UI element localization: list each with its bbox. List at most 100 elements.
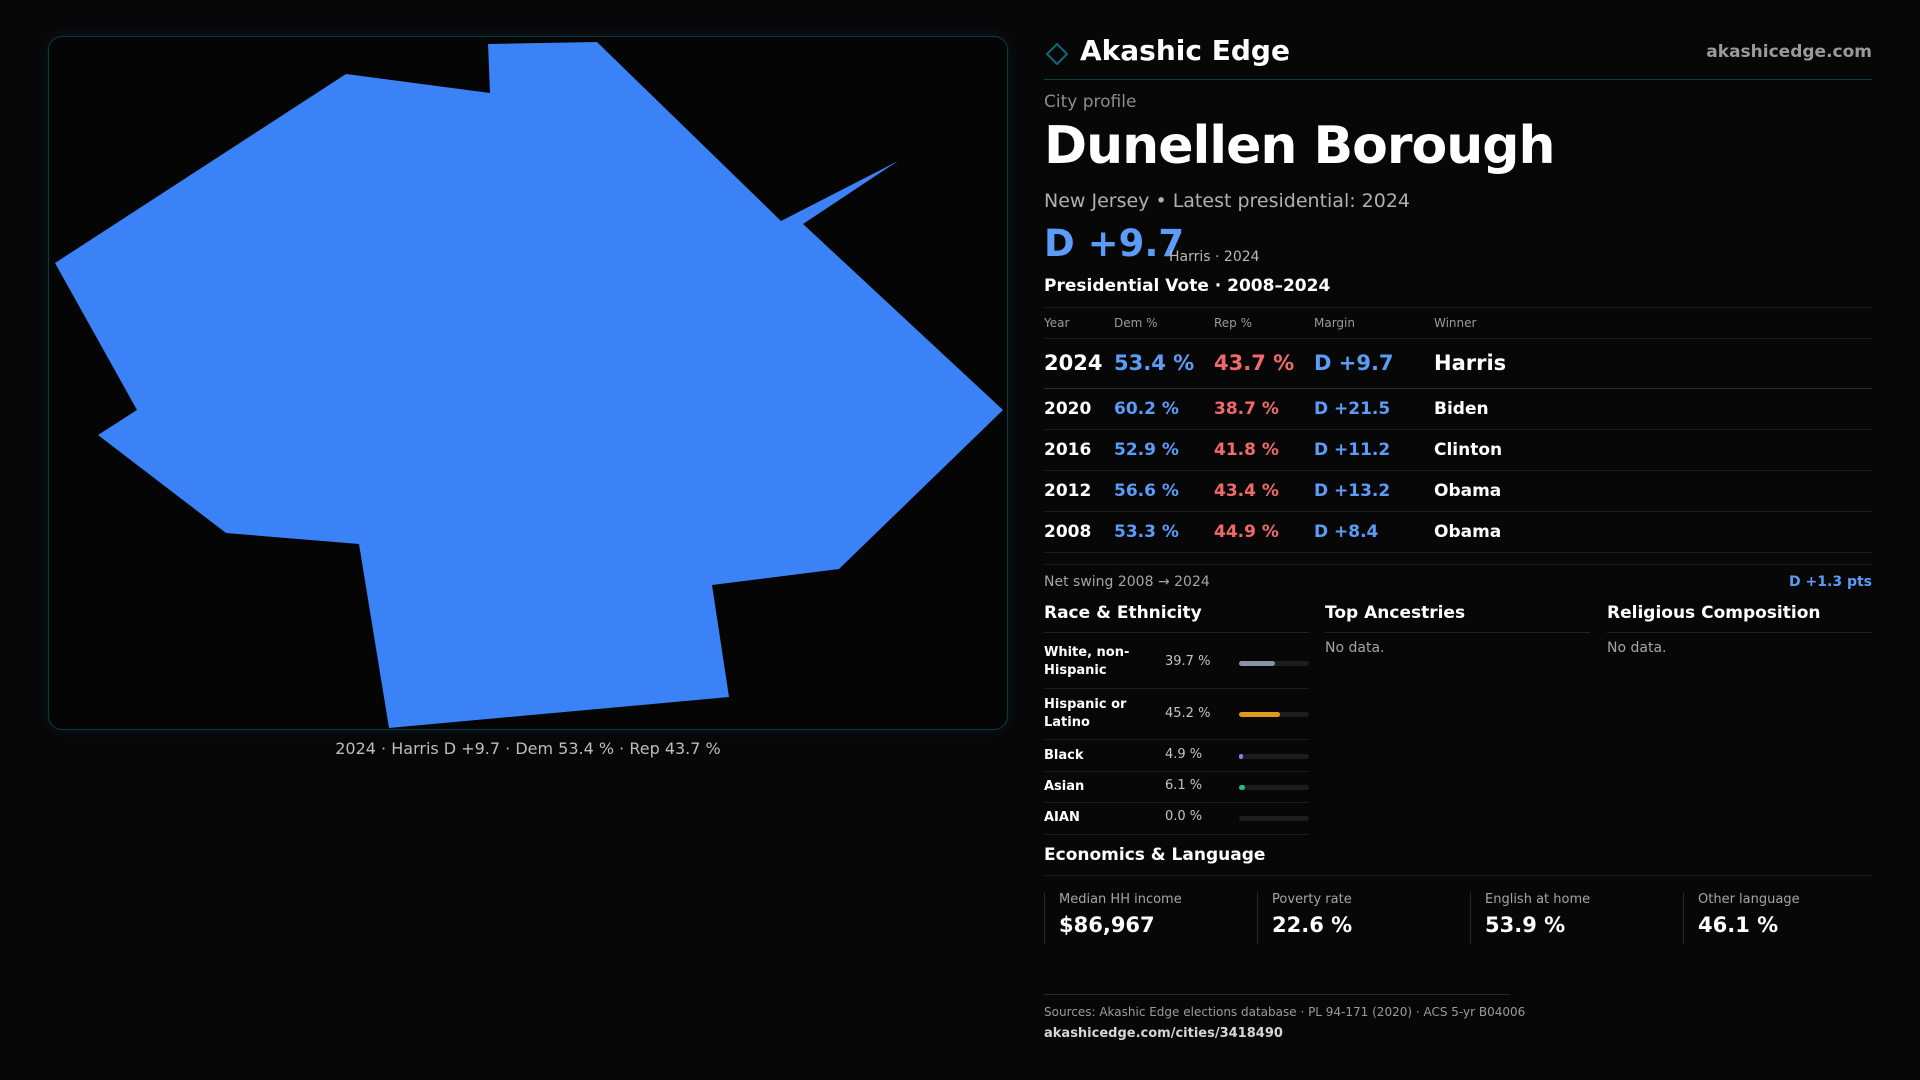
row-rep-pct: 43.4 % xyxy=(1214,481,1279,501)
column-header-margin: Margin xyxy=(1314,316,1355,330)
race-bar-fill xyxy=(1239,712,1281,717)
race-pct: 6.1 % xyxy=(1165,778,1203,793)
row-dem-pct: 56.6 % xyxy=(1114,481,1179,501)
stat-value: $86,967 xyxy=(1059,913,1155,937)
column-header-dem: Dem % xyxy=(1114,316,1158,330)
city-boundary-shape[interactable] xyxy=(55,42,1003,728)
race-row: Asian 6.1 % xyxy=(1044,772,1309,803)
table-row: 2024 53.4 % 43.7 % D +9.7 Harris xyxy=(1044,339,1872,389)
row-margin: D +21.5 xyxy=(1314,399,1391,419)
stat-label: English at home xyxy=(1485,892,1591,907)
row-winner: Biden xyxy=(1434,399,1489,419)
row-dem-pct: 60.2 % xyxy=(1114,399,1179,419)
race-bar-fill xyxy=(1239,754,1244,759)
stat-value: 22.6 % xyxy=(1272,913,1353,937)
stat-value: 46.1 % xyxy=(1698,913,1779,937)
diamond-outline-icon xyxy=(1046,43,1068,65)
stat-english-at-home: English at home 53.9 % xyxy=(1470,892,1668,944)
column-header-winner: Winner xyxy=(1434,316,1477,330)
race-row: White, non-Hispanic 39.7 % xyxy=(1044,637,1309,689)
row-year: 2008 xyxy=(1044,522,1092,542)
row-margin: D +13.2 xyxy=(1314,481,1391,501)
stat-label: Poverty rate xyxy=(1272,892,1352,907)
page-url-link[interactable]: akashicedge.com/cities/3418490 xyxy=(1044,1026,1283,1041)
table-row: 2012 56.6 % 43.4 % D +13.2 Obama xyxy=(1044,471,1872,512)
religion-section-title: Religious Composition xyxy=(1607,603,1821,623)
race-label: AIAN xyxy=(1044,810,1080,825)
race-bar-track xyxy=(1239,785,1309,790)
column-header-rep: Rep % xyxy=(1214,316,1253,330)
race-label: Black xyxy=(1044,748,1084,763)
race-bar-fill xyxy=(1239,785,1245,790)
race-bar-fill xyxy=(1239,661,1276,666)
net-swing-label: Net swing 2008 → 2024 xyxy=(1044,574,1210,590)
row-winner: Obama xyxy=(1434,522,1502,542)
brand-name[interactable]: Akashic Edge xyxy=(1080,34,1290,67)
row-winner: Clinton xyxy=(1434,440,1503,460)
presidential-section-title: Presidential Vote · 2008–2024 xyxy=(1044,276,1331,296)
race-label: Asian xyxy=(1044,779,1085,794)
race-label: White, non-Hispanic xyxy=(1044,645,1130,678)
table-row: 2008 53.3 % 44.9 % D +8.4 Obama xyxy=(1044,512,1872,553)
row-dem-pct: 52.9 % xyxy=(1114,440,1179,460)
stat-value: 53.9 % xyxy=(1485,913,1566,937)
ancestries-section-title: Top Ancestries xyxy=(1325,603,1466,623)
presidential-vote-table: Year Dem % Rep % Margin Winner 2024 53.4… xyxy=(1044,307,1872,553)
religion-empty-text: No data. xyxy=(1607,640,1667,656)
row-rep-pct: 44.9 % xyxy=(1214,522,1279,542)
row-margin: D +8.4 xyxy=(1314,522,1379,542)
brand-header: Akashic Edge akashicedge.com xyxy=(1044,34,1872,80)
page-subtitle: New Jersey • Latest presidential: 2024 xyxy=(1044,190,1411,212)
stat-other-language: Other language 46.1 % xyxy=(1683,892,1872,944)
race-pct: 39.7 % xyxy=(1165,654,1211,669)
row-year: 2024 xyxy=(1044,351,1103,375)
net-swing-value: D +1.3 pts xyxy=(1789,574,1872,590)
race-row: Black 4.9 % xyxy=(1044,740,1309,772)
row-year: 2016 xyxy=(1044,440,1092,460)
row-rep-pct: 43.7 % xyxy=(1214,351,1295,375)
boundary-svg xyxy=(55,42,1003,728)
race-row: Hispanic or Latino 45.2 % xyxy=(1044,689,1309,740)
row-winner: Harris xyxy=(1434,351,1507,375)
map-caption: 2024 · Harris D +9.7 · Dem 53.4 % · Rep … xyxy=(335,739,721,758)
table-row: 2020 60.2 % 38.7 % D +21.5 Biden xyxy=(1044,389,1872,430)
religion-divider xyxy=(1607,632,1872,633)
stat-poverty-rate: Poverty rate 22.6 % xyxy=(1257,892,1455,944)
row-rep-pct: 41.8 % xyxy=(1214,440,1279,460)
page-title: Dunellen Borough xyxy=(1044,116,1555,176)
race-bar-track xyxy=(1239,816,1309,821)
stat-median-income: Median HH income $86,967 xyxy=(1044,892,1242,944)
ancestries-divider xyxy=(1325,632,1590,633)
race-pct: 0.0 % xyxy=(1165,809,1203,824)
row-year: 2012 xyxy=(1044,481,1092,501)
ancestries-empty-text: No data. xyxy=(1325,640,1385,656)
race-row: AIAN 0.0 % xyxy=(1044,803,1309,835)
race-bar-track xyxy=(1239,754,1309,759)
page-kicker: City profile xyxy=(1044,92,1137,112)
row-winner: Obama xyxy=(1434,481,1502,501)
economics-section-title: Economics & Language xyxy=(1044,845,1266,865)
row-year: 2020 xyxy=(1044,399,1092,419)
brand-url-link[interactable]: akashicedge.com xyxy=(1706,42,1872,62)
race-label: Hispanic or Latino xyxy=(1044,697,1127,730)
headline-note: Harris · 2024 xyxy=(1169,249,1260,265)
table-row: 2016 52.9 % 41.8 % D +11.2 Clinton xyxy=(1044,430,1872,471)
race-pct: 4.9 % xyxy=(1165,747,1203,762)
row-dem-pct: 53.3 % xyxy=(1114,522,1179,542)
row-margin: D +11.2 xyxy=(1314,440,1391,460)
race-divider xyxy=(1044,632,1309,633)
race-bar-track xyxy=(1239,712,1309,717)
row-dem-pct: 53.4 % xyxy=(1114,351,1195,375)
table-header: Year Dem % Rep % Margin Winner xyxy=(1044,308,1872,339)
row-margin: D +9.7 xyxy=(1314,351,1394,375)
net-swing-row: Net swing 2008 → 2024 D +1.3 pts xyxy=(1044,564,1872,594)
stat-label: Median HH income xyxy=(1059,892,1182,907)
race-bar-track xyxy=(1239,661,1309,666)
city-boundary-map[interactable] xyxy=(48,36,1008,730)
row-rep-pct: 38.7 % xyxy=(1214,399,1279,419)
footer-divider xyxy=(1044,994,1510,995)
sources-note: Sources: Akashic Edge elections database… xyxy=(1044,1005,1526,1019)
economics-divider xyxy=(1044,875,1872,876)
column-header-year: Year xyxy=(1044,316,1070,330)
stat-label: Other language xyxy=(1698,892,1800,907)
